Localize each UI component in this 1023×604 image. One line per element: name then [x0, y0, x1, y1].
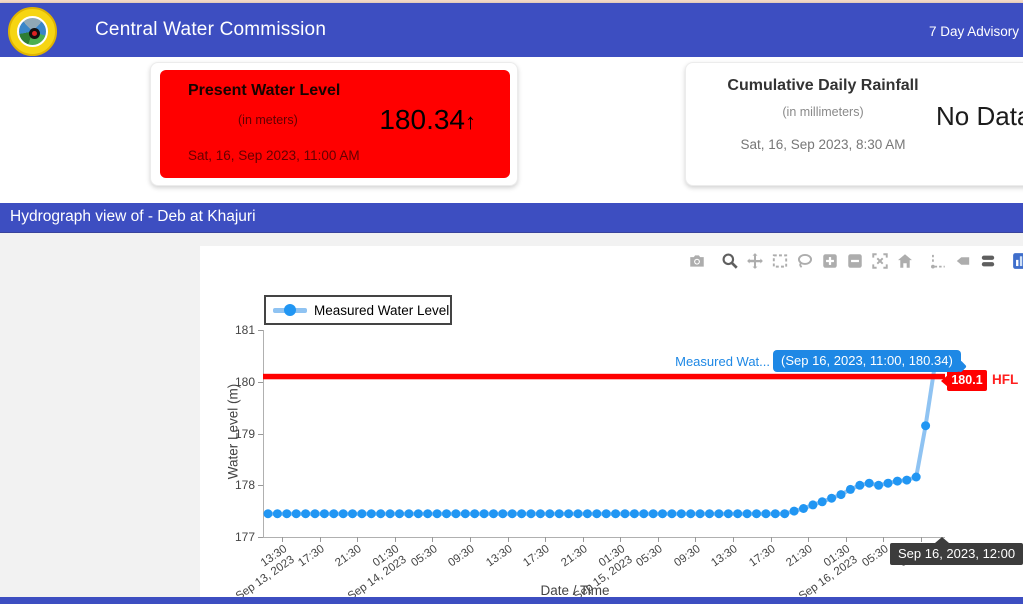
hfl-value-badge: 180.1	[941, 370, 987, 391]
rising-trend-arrow-icon: ↑	[465, 109, 476, 134]
x-axis-title: Date / Time	[540, 583, 610, 598]
lasso-icon[interactable]	[796, 252, 814, 270]
zoom-icon[interactable]	[721, 252, 739, 270]
card-title: Cumulative Daily Rainfall	[727, 77, 919, 94]
measured-series-plot[interactable]	[263, 330, 953, 537]
hfl-label: HFL	[992, 372, 1019, 387]
card-unit: (in meters)	[238, 113, 298, 127]
plotly-modebar	[688, 252, 1023, 270]
cumulative-rainfall-card: Cumulative Daily Rainfall (in millimeter…	[685, 62, 1023, 186]
app-header: Central Water Commission 7 Day Advisory	[0, 3, 1023, 57]
hover-tooltip: (Sep 16, 2023, 11:00, 180.34)	[773, 350, 961, 372]
pan-icon[interactable]	[746, 252, 764, 270]
autoscale-icon[interactable]	[871, 252, 889, 270]
water-level-value: 180.34↑	[379, 104, 476, 135]
summary-cards-row: Present Water Level (in meters) 180.34↑ …	[0, 57, 1023, 203]
x-axis-line	[263, 537, 945, 538]
card-title: Present Water Level	[188, 82, 341, 99]
zoom-out-icon[interactable]	[846, 252, 864, 270]
app-title: Central Water Commission	[95, 19, 327, 40]
chart-legend[interactable]: Measured Water Level	[264, 295, 452, 325]
hydrograph-chart-section	[0, 233, 1023, 597]
y-axis-line	[263, 330, 264, 537]
present-water-level-card: Present Water Level (in meters) 180.34↑ …	[150, 62, 518, 186]
legend-marker-icon	[284, 304, 296, 316]
hover-compare-icon[interactable]	[979, 252, 997, 270]
window-top-edge	[0, 0, 1023, 3]
camera-icon[interactable]	[688, 252, 706, 270]
home-icon[interactable]	[896, 252, 914, 270]
footer-bar	[0, 597, 1023, 604]
hydrograph-banner-title: Hydrograph view of - Deb at Khajuri	[10, 208, 256, 225]
zoom-in-icon[interactable]	[821, 252, 839, 270]
card-timestamp: Sat, 16, Sep 2023, 8:30 AM	[740, 137, 906, 152]
plotly-logo-icon[interactable]	[1012, 252, 1023, 270]
x-axis-hover-tooltip: Sep 16, 2023, 12:00	[890, 537, 1023, 565]
seven-day-advisory-link[interactable]: 7 Day Advisory	[928, 24, 1019, 39]
cwc-logo-icon	[8, 7, 57, 56]
hydrograph-banner: Hydrograph view of - Deb at Khajuri	[0, 203, 1023, 233]
card-timestamp: Sat, 16, Sep 2023, 11:00 AM	[188, 148, 360, 163]
legend-label: Measured Water Level	[314, 302, 450, 318]
hover-series-label: Measured Wat...	[675, 354, 770, 369]
hover-closest-icon[interactable]	[954, 252, 972, 270]
legend-line-sample	[273, 304, 307, 316]
card-unit: (in millimeters)	[782, 105, 864, 119]
box-select-icon[interactable]	[771, 252, 789, 270]
rainfall-value: No Data	[936, 101, 1023, 131]
water-level-alert-box: Present Water Level (in meters) 180.34↑ …	[160, 70, 510, 178]
spikelines-icon[interactable]	[929, 252, 947, 270]
